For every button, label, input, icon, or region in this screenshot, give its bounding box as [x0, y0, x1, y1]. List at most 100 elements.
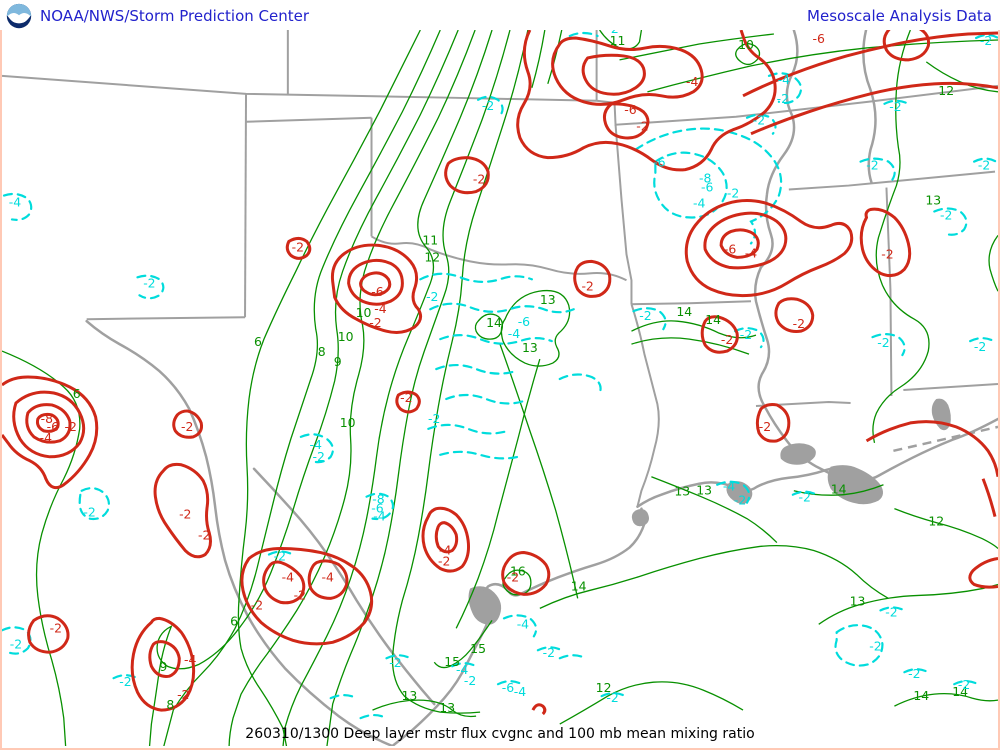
contour-label: -4	[282, 569, 294, 584]
contour-label: -6	[724, 241, 736, 256]
river-coastline	[391, 507, 646, 746]
divergence-contour	[329, 694, 358, 700]
contour-label: -2	[753, 113, 765, 128]
flux-convergence-contour	[434, 521, 459, 554]
flux-convergence-contour	[307, 559, 349, 600]
contour-label: 13	[540, 292, 556, 307]
flux-convergence-contour	[25, 403, 72, 444]
contour-label: -2	[639, 308, 651, 323]
contour-label: -2	[958, 677, 970, 692]
contour-label: 8	[166, 697, 174, 712]
divergence-contour	[136, 274, 165, 300]
contour-label: -2	[974, 339, 986, 354]
flux-convergence-contour	[130, 616, 196, 712]
contour-label: -2	[83, 505, 95, 520]
divergence-contour	[445, 393, 525, 405]
divergence-contour	[834, 624, 884, 667]
contour-label: -6	[624, 102, 636, 117]
rivers-layer	[85, 30, 998, 746]
contour-label: -2	[274, 549, 286, 564]
flux-convergence-contour	[719, 228, 760, 259]
contour-label: -6	[371, 501, 383, 516]
mixing-ratio-contour	[619, 33, 774, 61]
state-borders-layer	[2, 30, 998, 507]
contour-label: 13	[401, 688, 417, 703]
state-border	[370, 235, 627, 282]
red-contours-layer	[2, 30, 998, 716]
contour-label: -2	[400, 390, 412, 405]
flux-convergence-contour	[859, 207, 912, 278]
flux-convergence-contour	[262, 560, 306, 605]
contour-label: -2	[65, 419, 77, 434]
mixing-ratio-contour	[282, 30, 493, 746]
divergence-contour	[359, 713, 388, 720]
divergence-contour	[112, 674, 139, 680]
mixing-ratio-contour	[735, 43, 761, 66]
mixing-ratio-contour	[872, 30, 930, 444]
mixing-ratio-contour	[237, 30, 421, 746]
state-border	[614, 124, 633, 305]
contour-label: -4	[310, 437, 322, 452]
flux-convergence-contour	[581, 53, 646, 96]
contour-label: -4	[456, 662, 468, 677]
flux-convergence-contour	[444, 156, 490, 195]
contour-label: -2	[606, 30, 618, 36]
divergence-contour	[496, 680, 524, 686]
contour-label: 15	[444, 654, 460, 669]
contour-label: -2	[940, 207, 952, 222]
header-left-title: NOAA/NWS/Storm Prediction Center	[40, 7, 310, 25]
contour-label: -2	[198, 528, 210, 543]
mixing-ratio-contour	[894, 692, 998, 707]
contour-label: 13	[925, 193, 941, 208]
contour-label: 14	[913, 688, 929, 703]
mixing-ratio-contour	[455, 358, 541, 629]
divergence-contour	[859, 157, 896, 181]
contour-label: -2	[464, 673, 476, 688]
divergence-contour	[733, 327, 765, 349]
state-border	[903, 383, 998, 391]
mixing-ratio-contour	[474, 313, 504, 340]
green-contours-layer	[2, 30, 998, 746]
divergence-contour	[476, 95, 504, 117]
contour-label: -4	[439, 543, 451, 558]
contour-label: -4	[374, 301, 386, 316]
mixing-ratio-contour	[894, 508, 998, 550]
contour-label: -2	[908, 666, 920, 681]
contour-label: 12	[424, 249, 440, 264]
flux-convergence-contour	[774, 297, 815, 333]
divergence-contour	[2, 192, 33, 221]
mixing-ratio-contour	[433, 619, 493, 669]
contour-label: -4	[686, 74, 698, 89]
state-border	[630, 303, 660, 507]
state-border	[885, 187, 893, 396]
flux-convergence-contour	[700, 315, 739, 354]
coast-islands-layer	[893, 425, 998, 453]
divergence-contour	[632, 307, 667, 331]
divergence-contour	[716, 480, 751, 504]
contour-label: -4	[40, 430, 52, 445]
divergence-contour	[451, 662, 478, 668]
contour-label: -6	[47, 419, 59, 434]
flux-convergence-contour	[865, 420, 998, 477]
contour-label: -2	[50, 620, 62, 635]
mixing-ratio-contour	[163, 30, 441, 746]
divergence-contour	[791, 490, 818, 496]
contour-label: 14	[705, 312, 721, 327]
divergence-contour	[745, 113, 777, 135]
divergence-contour	[558, 373, 602, 395]
contour-label: -2	[978, 158, 990, 173]
contour-label: -2	[292, 239, 304, 254]
contour-label: -2	[869, 638, 881, 653]
mixing-ratio-contour	[391, 30, 529, 714]
flux-convergence-contour	[12, 390, 86, 459]
barrier-islands	[893, 425, 998, 453]
divergence-contour	[429, 302, 575, 314]
flux-convergence-contour	[551, 36, 704, 106]
river-coastline	[252, 467, 436, 706]
contour-label: 14	[952, 684, 968, 699]
divergence-contour	[419, 272, 533, 283]
divergence-contour	[427, 423, 510, 435]
header-right-title: Mesoscale Analysis Data	[807, 7, 992, 25]
mixing-ratio-contour	[818, 583, 998, 625]
